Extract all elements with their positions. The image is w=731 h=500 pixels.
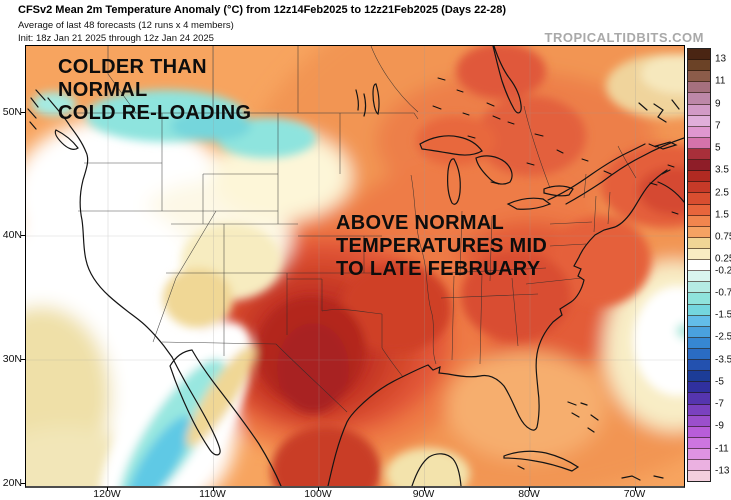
annotation-line: COLDER THAN — [58, 56, 207, 78]
colorbar-tick-label: -2.5 — [715, 331, 731, 343]
colorbar-segment — [688, 460, 710, 472]
lat-axis-label: 30N — [2, 353, 22, 365]
lon-axis-label: 70W — [623, 488, 646, 500]
colorbar-segment — [688, 193, 710, 205]
colorbar-segment — [688, 404, 710, 416]
colorbar-segment — [688, 348, 710, 361]
colorbar-segment — [688, 49, 710, 61]
colorbar-segment — [688, 71, 710, 83]
colorbar-segment — [688, 182, 710, 194]
colorbar-segment — [688, 204, 710, 216]
lat-axis-label: 40N — [2, 229, 22, 241]
colorbar-segment — [688, 282, 710, 294]
colorbar-segment — [688, 293, 710, 305]
colorbar-segment — [688, 171, 710, 183]
anomaly-map-canvas — [26, 46, 684, 486]
colorbar-tick-label: -11 — [715, 443, 729, 455]
small-lakes — [432, 77, 679, 215]
annotation-line: TEMPERATURES MID — [336, 235, 548, 257]
colorbar-segment — [688, 393, 710, 405]
lat-axis-label: 50N — [2, 106, 22, 118]
colorbar-segment — [688, 148, 710, 161]
colorbar-segment — [688, 448, 710, 461]
colorbar-segment — [688, 60, 710, 72]
lat-axis-tick — [21, 359, 25, 360]
lat-axis-label: 20N — [2, 477, 22, 489]
lat-axis-tick — [21, 235, 25, 236]
colorbar-tick-label: 1.5 — [715, 209, 729, 221]
colorbar-segment — [688, 415, 710, 427]
colorbar-tick-label: 5 — [715, 142, 721, 154]
colorbar-segment — [688, 215, 710, 227]
anomaly-field — [26, 46, 684, 486]
annotation-above-normal: ABOVE NORMAL TEMPERATURES MID TO LATE FE… — [336, 212, 547, 281]
colorbar-tick-label: 0.25 — [715, 253, 731, 265]
annotation-line: NORMAL — [58, 79, 148, 101]
colorbar-segment — [688, 237, 710, 249]
lon-axis-tick — [423, 487, 425, 491]
colorbar-tick-label: 3.5 — [715, 164, 729, 176]
colorbar-segment — [688, 337, 710, 349]
anomaly-map — [25, 45, 685, 488]
lon-axis-label: 90W — [412, 488, 435, 500]
colorbar-segment — [688, 271, 710, 283]
colorbar-segment — [688, 382, 710, 394]
colorbar-segment — [688, 82, 710, 94]
colorbar-tick-label: -7 — [715, 398, 724, 410]
colorbar-tick-label: -0.25 — [715, 265, 731, 277]
colorbar-segment — [688, 360, 710, 372]
annotation-line: TO LATE FEBRUARY — [336, 258, 541, 280]
page-title: CFSv2 Mean 2m Temperature Anomaly (°C) f… — [18, 4, 506, 16]
annotation-colder-than-normal: COLDER THAN NORMAL COLD RE-LOADING — [58, 56, 251, 125]
coastlines — [27, 46, 684, 486]
annotation-line: COLD RE-LOADING — [58, 102, 252, 124]
colorbar-segment — [688, 326, 710, 338]
lon-axis-label: 110W — [199, 488, 226, 500]
colorbar-tick-label: 9 — [715, 98, 721, 110]
lon-axis-tick — [634, 487, 636, 491]
lat-axis-tick — [21, 483, 25, 484]
init-time-label: Init: 18z Jan 21 2025 through 12z Jan 24… — [18, 33, 214, 44]
colorbar-segment — [688, 248, 710, 261]
tropicaltidbits-watermark: TROPICALTIDBITS.COM — [544, 30, 704, 45]
annotation-line: ABOVE NORMAL — [336, 212, 505, 234]
colorbar-tick-label: -3.5 — [715, 354, 731, 366]
colorbar-segment — [688, 371, 710, 383]
colorbar-segment — [688, 137, 710, 149]
colorbar-segment — [688, 471, 710, 482]
colorbar-tick-label: 0.75 — [715, 231, 731, 243]
lon-axis-tick — [212, 487, 214, 491]
colorbar-tick-label: -0.75 — [715, 287, 731, 299]
colorbar-segment — [688, 304, 710, 316]
colorbar-tick-label: 7 — [715, 120, 721, 132]
colorbar-segment — [688, 437, 710, 449]
colorbar-tick-label: 13 — [715, 53, 727, 65]
colorbar-tick-label: -9 — [715, 420, 724, 432]
lon-axis-label: 120W — [93, 488, 121, 500]
lon-axis-label: 100W — [304, 488, 332, 500]
colorbar-tick-label: -13 — [715, 465, 730, 477]
lon-axis-tick — [107, 487, 108, 491]
colorbar-segment — [688, 315, 710, 327]
lon-axis-tick — [318, 487, 319, 491]
lon-axis-tick — [529, 487, 530, 491]
colorbar-segment — [688, 260, 710, 272]
colorbar-tick-label: 2.5 — [715, 187, 729, 199]
colorbar-segment — [688, 426, 710, 438]
colorbar-tick-label: 11 — [715, 75, 726, 87]
colorbar-segment — [688, 93, 710, 105]
anomaly-colorbar — [687, 48, 711, 482]
forecast-average-subtitle: Average of last 48 forecasts (12 runs x … — [18, 20, 234, 31]
colorbar-segment — [688, 226, 710, 238]
colorbar-segment — [688, 126, 710, 138]
colorbar-segment — [688, 160, 710, 172]
state-borders — [76, 46, 637, 413]
colorbar-segment — [688, 115, 710, 127]
lat-axis-tick — [21, 112, 25, 113]
colorbar-tick-label: -5 — [715, 376, 724, 388]
colorbar-tick-label: -1.5 — [715, 309, 731, 321]
lon-axis-label: 80W — [518, 488, 540, 500]
colorbar-segment — [688, 104, 710, 116]
